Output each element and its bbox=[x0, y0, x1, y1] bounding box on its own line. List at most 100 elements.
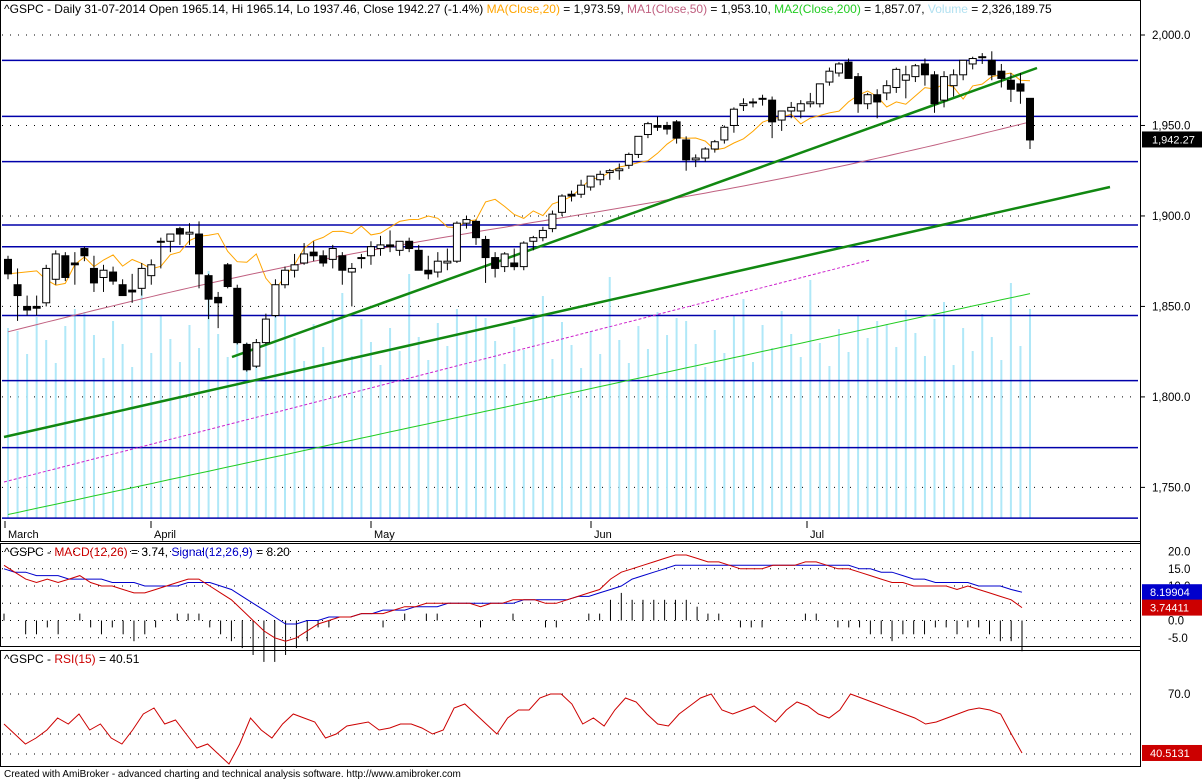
candle-body bbox=[481, 238, 490, 259]
price-tick-label: 1,900.0 bbox=[1152, 211, 1190, 223]
rsi-label: RSI(15) bbox=[54, 652, 95, 666]
macd-tick-label: 20.0 bbox=[1168, 547, 1190, 559]
price-tick-label: 1,750.0 bbox=[1152, 482, 1190, 494]
candle-body bbox=[223, 264, 232, 288]
volume-bar bbox=[283, 315, 286, 518]
candle-body bbox=[548, 213, 557, 230]
pane-frames bbox=[0, 0, 1141, 767]
candle-body bbox=[586, 175, 595, 188]
macd-tick-label: -5.0 bbox=[1168, 633, 1188, 645]
volume-bar bbox=[981, 314, 984, 518]
volume-bar bbox=[475, 315, 478, 518]
candle-body bbox=[414, 249, 423, 271]
candle-body bbox=[777, 110, 786, 121]
candle-body bbox=[290, 264, 299, 271]
volume-bar bbox=[274, 312, 277, 518]
candle-body bbox=[758, 97, 767, 100]
volume-bar bbox=[389, 328, 392, 518]
macd-tick-label: 15.0 bbox=[1168, 564, 1190, 576]
volume-bar bbox=[494, 341, 497, 518]
month-label: April bbox=[154, 529, 176, 541]
volume-bar bbox=[217, 334, 220, 518]
candle-body bbox=[691, 157, 700, 161]
candlesticks bbox=[4, 51, 1034, 372]
volume-bar bbox=[245, 343, 248, 518]
candle-body bbox=[357, 257, 366, 260]
volume-bar bbox=[589, 331, 592, 518]
ma50-label: MA1(Close,50) bbox=[627, 2, 707, 16]
price-tick-label: 2,000.0 bbox=[1152, 30, 1190, 42]
magenta-dashed-line bbox=[3, 259, 871, 483]
volume-bar bbox=[446, 346, 449, 518]
ma20-label: MA(Close,20) bbox=[487, 2, 560, 16]
volume-bar bbox=[360, 319, 363, 518]
month-label: March bbox=[8, 529, 39, 541]
footer-credit: Created with AmiBroker - advanced charti… bbox=[4, 769, 461, 780]
volume-bar bbox=[1009, 283, 1012, 518]
volume-bar bbox=[312, 324, 315, 518]
candle-body bbox=[768, 99, 777, 123]
volume-bar bbox=[303, 361, 306, 518]
candle-body bbox=[596, 173, 605, 181]
volume-bar bbox=[637, 326, 640, 518]
rsi-symbol: ^GSPC - bbox=[4, 652, 54, 666]
volume-bar bbox=[322, 347, 325, 518]
rsi-value: = 40.51 bbox=[96, 652, 140, 666]
rsi-value-box bbox=[1142, 744, 1202, 761]
candle-body bbox=[854, 76, 863, 105]
macd-pane bbox=[3, 554, 1023, 662]
signal-label: Signal(12,26,9) bbox=[171, 545, 252, 559]
volume-bar bbox=[484, 318, 487, 518]
candle-body bbox=[739, 103, 748, 107]
macd-value: = 3.74, bbox=[128, 545, 172, 559]
candle-body bbox=[13, 284, 22, 297]
candle-body bbox=[892, 68, 901, 88]
volume-bar bbox=[551, 359, 554, 518]
candle-body bbox=[99, 269, 108, 278]
volume-bar bbox=[923, 356, 926, 518]
candle-body bbox=[80, 248, 89, 257]
volume-bar bbox=[83, 312, 86, 518]
volume-bar bbox=[866, 338, 869, 518]
candle-body bbox=[185, 231, 194, 235]
volume-bar bbox=[761, 325, 764, 518]
candle-body bbox=[175, 228, 184, 235]
volume-bar bbox=[26, 354, 29, 518]
volume-bar bbox=[293, 338, 296, 518]
candle-body bbox=[825, 70, 834, 83]
volume-bar bbox=[331, 310, 334, 518]
rsi-pane bbox=[3, 693, 1023, 765]
candle-body bbox=[720, 126, 729, 141]
candle-body bbox=[4, 258, 12, 275]
volume-bar bbox=[226, 357, 229, 518]
ma-line-2 bbox=[7, 293, 1031, 515]
ma-line-1 bbox=[7, 121, 1031, 333]
candle-body bbox=[519, 242, 528, 268]
volume-bar bbox=[618, 340, 621, 518]
trend-line-upper bbox=[231, 66, 1038, 359]
volume-bar bbox=[408, 274, 411, 518]
candle-body bbox=[682, 139, 691, 161]
volume-bar bbox=[837, 329, 840, 518]
candle-body bbox=[395, 240, 404, 251]
candle-body bbox=[959, 59, 968, 76]
candle-body bbox=[433, 260, 442, 273]
volume-bar bbox=[16, 331, 19, 518]
macd-tick-label: 0.0 bbox=[1168, 616, 1184, 628]
candle-body bbox=[500, 253, 509, 268]
last-price-box bbox=[1142, 131, 1202, 148]
candle-body bbox=[643, 123, 652, 136]
candle-body bbox=[319, 255, 328, 264]
volume-bar bbox=[962, 328, 965, 518]
trend-lines bbox=[3, 66, 1111, 483]
signal-value-label: 8.19904 bbox=[1150, 587, 1190, 599]
volume-bar bbox=[369, 342, 372, 518]
candle-body bbox=[309, 251, 318, 257]
volume-bar bbox=[341, 293, 344, 518]
candle-body bbox=[166, 233, 175, 242]
candle-body bbox=[300, 253, 309, 264]
price-header: ^GSPC - Daily 31-07-2014 Open 1965.14, H… bbox=[4, 2, 1052, 16]
volume-bar bbox=[857, 315, 860, 518]
candle-body bbox=[882, 85, 891, 94]
